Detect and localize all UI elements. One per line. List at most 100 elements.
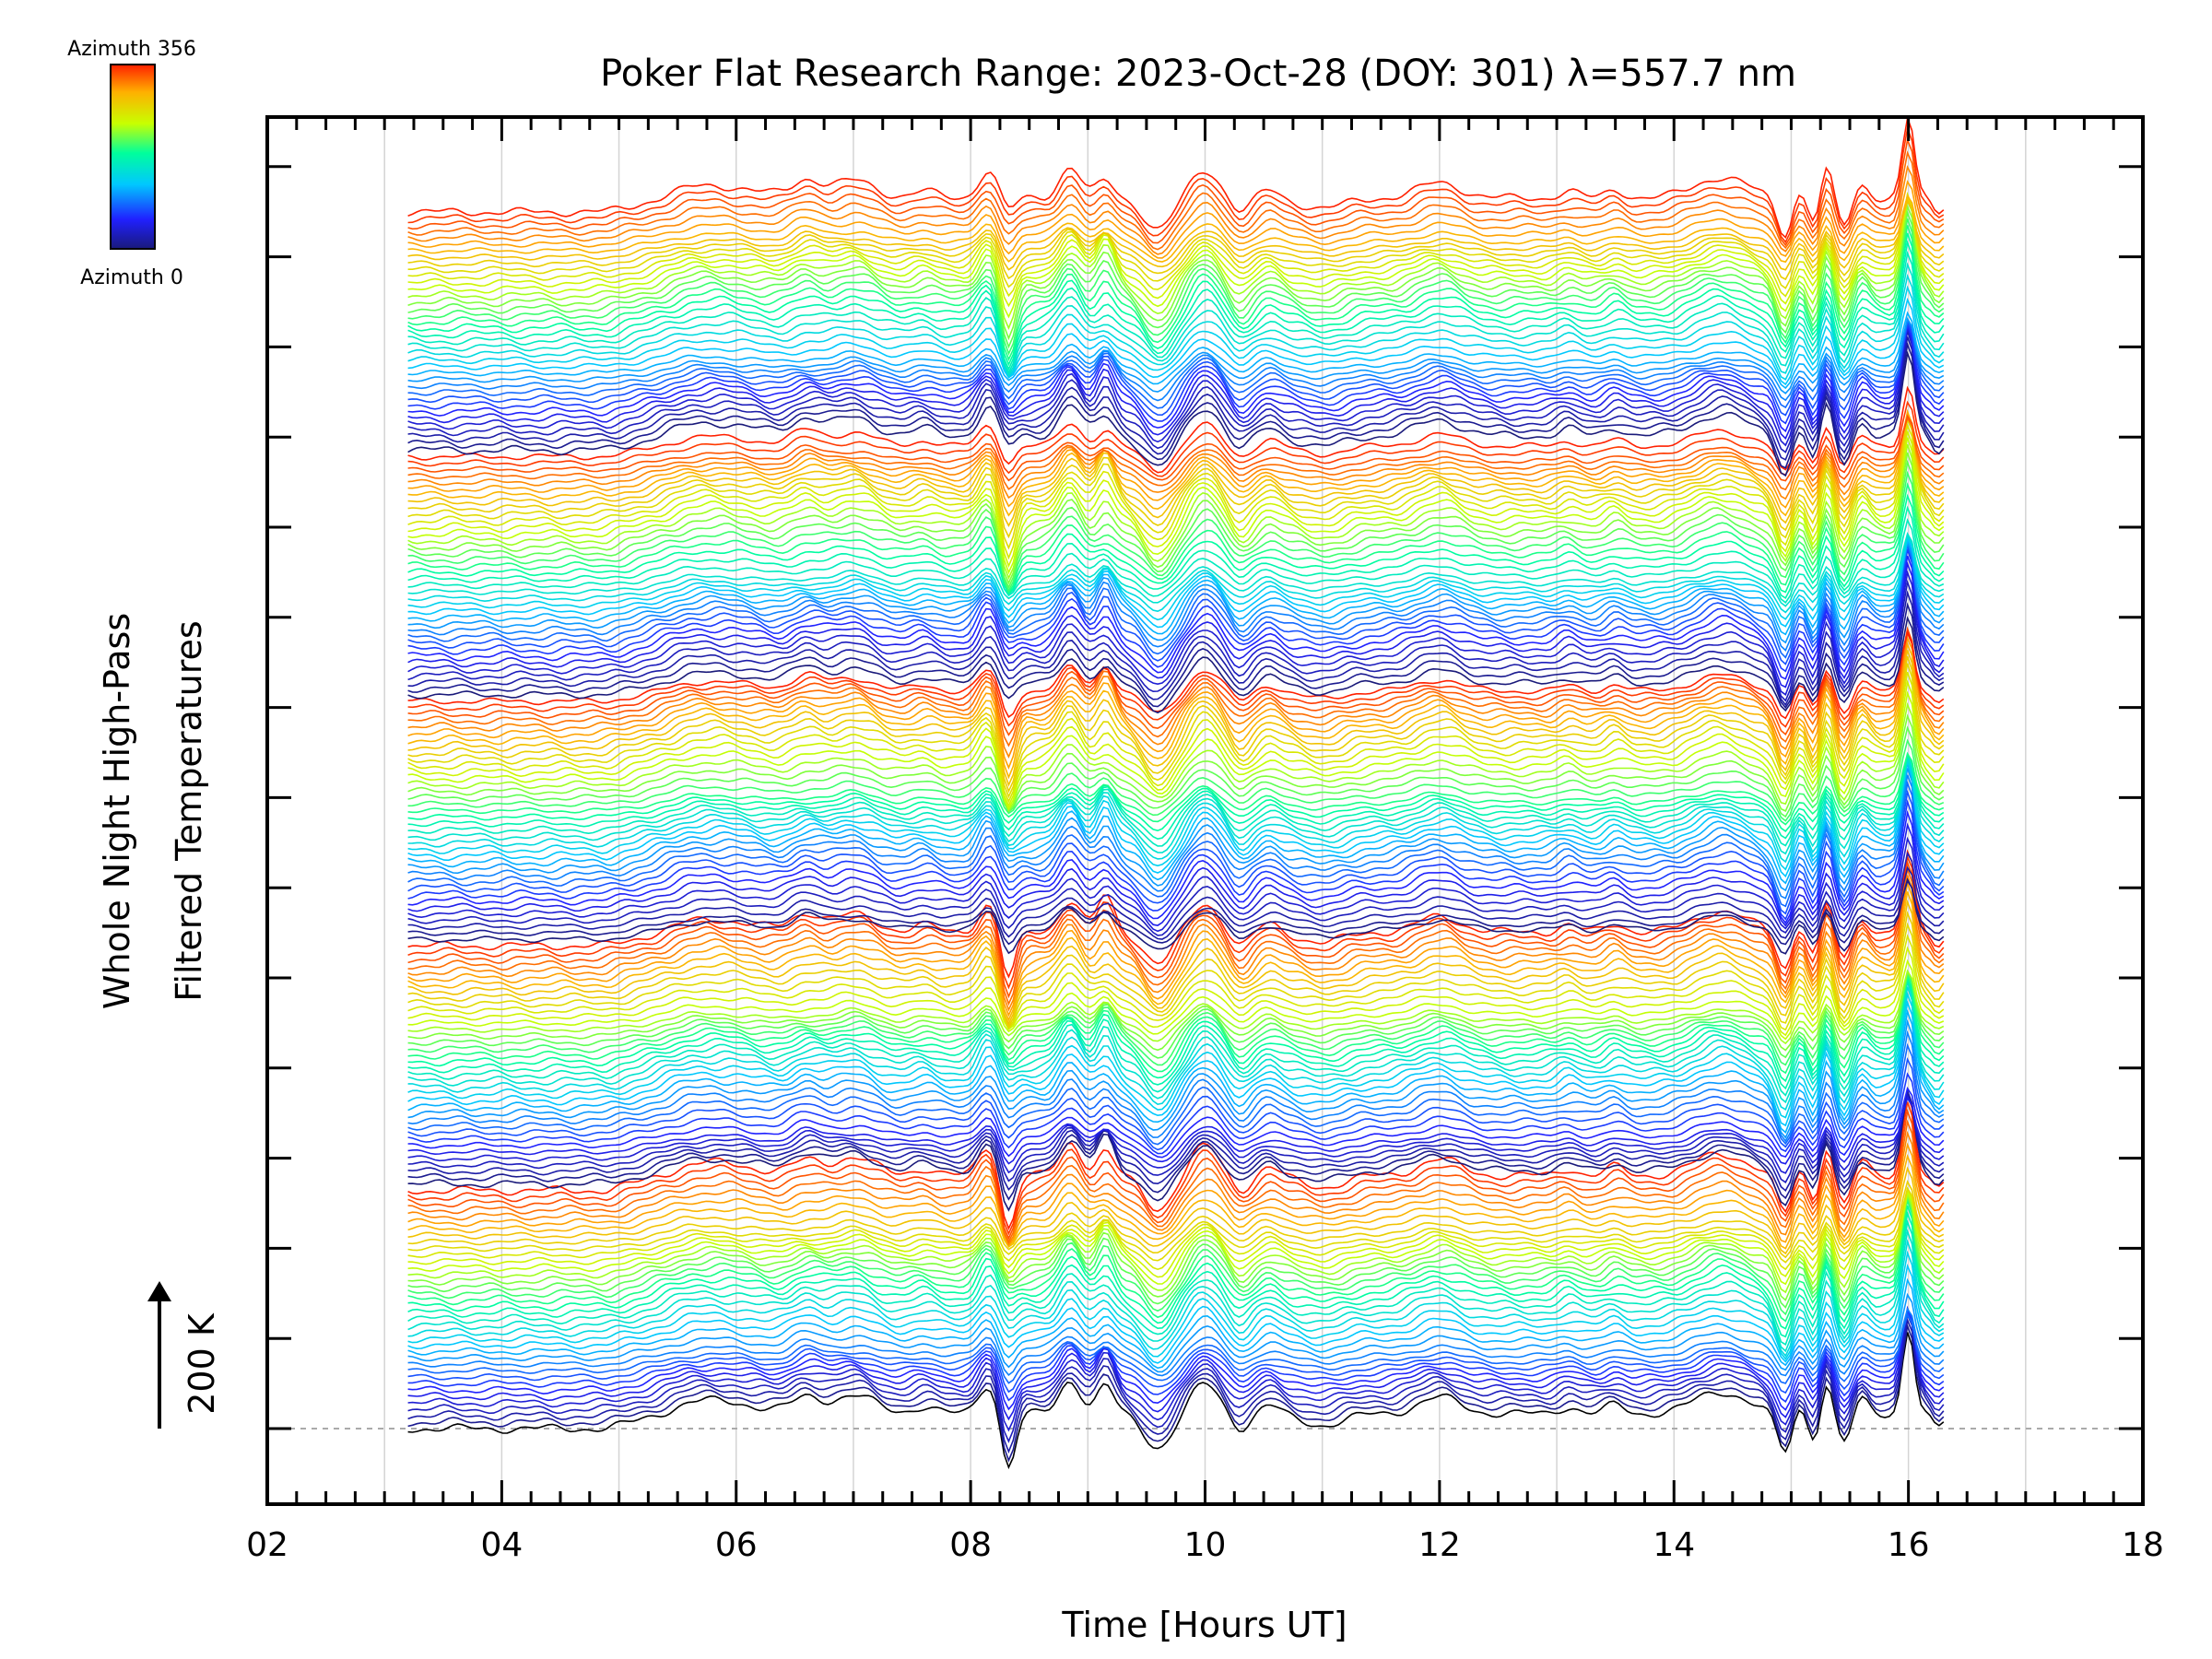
- series-line: [407, 1210, 1945, 1338]
- series-line: [407, 627, 1945, 728]
- series-line: [407, 1057, 1945, 1151]
- series-line: [407, 1089, 1945, 1212]
- x-tick-label: 06: [715, 1526, 758, 1564]
- series-line: [407, 408, 1945, 517]
- series-line: [407, 757, 1945, 864]
- series-line: [407, 1096, 1945, 1165]
- series-line: [407, 971, 1945, 1066]
- series-line: [407, 218, 1945, 356]
- series-line: [407, 1179, 1945, 1259]
- series-line: [407, 1093, 1945, 1230]
- colorbar-bottom-label: Azimuth 0: [80, 266, 183, 289]
- series-line: [407, 417, 1945, 550]
- series-line: [407, 330, 1945, 453]
- series-line: [407, 400, 1945, 477]
- series-line: [407, 877, 1945, 955]
- series-line: [407, 452, 1945, 585]
- series-line: [407, 1142, 1945, 1247]
- y-axis-label-line2: Filtered Temperatures: [169, 620, 209, 1001]
- series-line: [407, 679, 1945, 807]
- chart-title: Poker Flat Research Range: 2023-Oct-28 (…: [600, 53, 1796, 95]
- series-line: [407, 204, 1945, 341]
- series-line: [407, 671, 1945, 804]
- series-line: [407, 701, 1945, 812]
- series-line: [407, 225, 1945, 361]
- series-line: [407, 414, 1945, 482]
- series-line: [407, 209, 1945, 349]
- series-line: [407, 1305, 1945, 1421]
- series-line: [407, 1199, 1945, 1323]
- series-line: [407, 555, 1945, 680]
- series-line: [407, 1186, 1945, 1271]
- series-line: [407, 1277, 1945, 1370]
- colorbar-gradient: [110, 64, 156, 250]
- scale-indicator: 200 K: [147, 1281, 222, 1429]
- series-line: [407, 482, 1945, 594]
- series-line: [407, 240, 1945, 371]
- series-line: [407, 655, 1945, 794]
- series-line: [407, 946, 1945, 1037]
- colorbar-top-label: Azimuth 356: [67, 38, 196, 61]
- series-line: [407, 922, 1945, 1030]
- series-line: [407, 1018, 1945, 1139]
- series-line: [407, 759, 1945, 871]
- series-line: [407, 868, 1945, 1006]
- series-line: [407, 616, 1945, 714]
- series-line: [407, 1312, 1945, 1443]
- series-line: [407, 1307, 1945, 1432]
- series-line: [407, 1072, 1945, 1155]
- series-line: [407, 973, 1945, 1075]
- series-line: [407, 822, 1945, 927]
- series-line: [407, 1188, 1945, 1278]
- series-line: [407, 1008, 1945, 1134]
- series-line: [407, 560, 1945, 688]
- x-axis-label: Time [Hours UT]: [1061, 1605, 1347, 1645]
- series-line: [407, 751, 1945, 826]
- series-line: [407, 1308, 1945, 1403]
- series-line: [407, 754, 1945, 847]
- series-line: [407, 1130, 1945, 1246]
- series-line: [407, 543, 1945, 659]
- series-line: [407, 991, 1945, 1119]
- series-line: [407, 505, 1945, 600]
- series-line: [407, 285, 1945, 381]
- series-line: [407, 738, 1945, 822]
- series-line: [407, 590, 1945, 707]
- series-line: [407, 536, 1945, 629]
- series-line: [407, 602, 1945, 710]
- series-line: [407, 192, 1945, 298]
- series-line: [407, 150, 1945, 251]
- series-line: [407, 875, 1945, 1012]
- series-line: [407, 322, 1945, 433]
- series-line: [407, 535, 1945, 621]
- x-tick-label: 18: [2122, 1526, 2164, 1564]
- series-line: [407, 262, 1945, 377]
- series-line: [407, 882, 1945, 1018]
- series-line: [407, 752, 1945, 841]
- series-line: [407, 1264, 1945, 1364]
- x-tick-label: 08: [949, 1526, 992, 1564]
- series-line: [407, 969, 1945, 1052]
- series-line: [407, 1306, 1945, 1411]
- series-line: [407, 196, 1945, 281]
- series-line: [407, 986, 1945, 1111]
- series-line: [407, 194, 1945, 289]
- series-line: [407, 410, 1945, 509]
- series-line: [407, 690, 1945, 811]
- series-line: [407, 413, 1945, 500]
- series-line: [407, 538, 1945, 636]
- y-axis-label-line1: Whole Night High-Pass: [97, 613, 137, 1009]
- series-line: [407, 194, 1945, 264]
- series-line: [407, 1042, 1945, 1146]
- series-line: [407, 518, 1945, 604]
- series-line: [407, 409, 1945, 527]
- series-line: [407, 320, 1945, 417]
- series-line: [407, 1194, 1945, 1309]
- series-line: [407, 549, 1945, 673]
- series-line: [407, 1317, 1945, 1454]
- x-tick-label: 16: [1888, 1526, 1930, 1564]
- series-line: [407, 250, 1945, 375]
- series-line: [407, 663, 1945, 799]
- series-line: [407, 1119, 1945, 1244]
- series-line: [407, 341, 1945, 469]
